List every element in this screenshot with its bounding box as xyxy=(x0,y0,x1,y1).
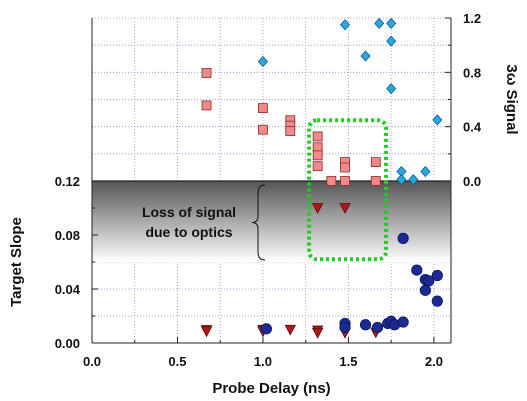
band-brace xyxy=(251,184,266,261)
highlight-box xyxy=(307,118,389,262)
square-marker xyxy=(312,161,323,172)
circle-marker xyxy=(397,316,409,328)
x-tick-label: 0.5 xyxy=(168,354,186,369)
circle-marker xyxy=(359,319,372,331)
x-tick-label: 1.0 xyxy=(254,354,272,369)
triangle-down-marker xyxy=(200,326,213,338)
y-axis-right-title: 3ω Signal xyxy=(503,64,520,134)
square-marker xyxy=(258,103,268,113)
square-marker xyxy=(312,142,323,153)
circle-marker xyxy=(431,295,443,307)
diamond-marker xyxy=(408,174,419,186)
diamond-marker xyxy=(386,17,397,30)
circle-marker xyxy=(260,323,272,335)
shaded-band-label: Loss of signal due to optics xyxy=(142,184,266,261)
diamond-marker xyxy=(432,114,443,126)
square-marker xyxy=(201,100,212,111)
square-marker xyxy=(340,176,350,186)
circle-marker xyxy=(411,264,423,276)
diamond-marker xyxy=(360,50,371,62)
axes xyxy=(91,17,452,344)
square-marker xyxy=(312,131,323,142)
y-left-tick-label: 0.12 xyxy=(55,174,80,189)
square-marker xyxy=(370,176,381,186)
band-label-line1: Loss of signal xyxy=(142,204,236,220)
circle-marker xyxy=(423,275,435,287)
y-right-tick-label: 1.2 xyxy=(463,11,481,26)
circle-marker xyxy=(371,321,384,334)
square-marker xyxy=(340,162,350,173)
square-marker xyxy=(326,176,337,186)
circle-marker xyxy=(419,284,431,296)
square-marker xyxy=(285,126,296,136)
y-left-tick-label: 0.04 xyxy=(55,282,81,297)
triangle-down-marker xyxy=(311,327,324,339)
diamond-marker xyxy=(386,83,397,95)
markers xyxy=(200,17,443,339)
diamond-marker xyxy=(396,174,407,186)
x-axis-title: Probe Delay (ns) xyxy=(212,380,330,397)
loss-of-signal-band xyxy=(92,181,451,262)
y-right-tick-label: 0.0 xyxy=(463,174,481,189)
tick-labels: 0.0 0.5 1.0 1.5 2.0 0.00 0.04 0.08 0.12 0.0 0.4 0.8… xyxy=(55,11,482,369)
y-axis-left-title: Target Slope xyxy=(8,217,25,307)
square-marker xyxy=(258,124,268,135)
triangle-down-marker xyxy=(284,324,296,336)
diamond-marker xyxy=(386,35,397,47)
diamond-marker xyxy=(420,165,431,178)
square-marker xyxy=(370,157,381,168)
x-tick-label: 1.5 xyxy=(339,354,357,369)
x-tick-label: 2.0 xyxy=(425,354,443,369)
square-marker xyxy=(312,150,323,161)
band-label-line2: due to optics xyxy=(145,224,232,240)
circle-marker xyxy=(431,269,443,282)
triangle-down-marker xyxy=(339,203,351,214)
y-left-tick-label: 0.08 xyxy=(55,228,80,243)
circle-marker xyxy=(397,232,409,244)
diamond-marker xyxy=(339,19,351,31)
y-right-tick-label: 0.4 xyxy=(463,120,482,135)
diamond-marker xyxy=(257,55,268,68)
triangle-down-marker xyxy=(311,203,324,214)
diamond-marker xyxy=(374,17,385,30)
y-left-tick-label: 0.00 xyxy=(55,336,80,351)
circle-marker xyxy=(339,321,351,334)
x-tick-label: 0.0 xyxy=(83,354,101,369)
square-marker xyxy=(201,68,212,78)
y-right-tick-label: 0.8 xyxy=(463,65,481,80)
